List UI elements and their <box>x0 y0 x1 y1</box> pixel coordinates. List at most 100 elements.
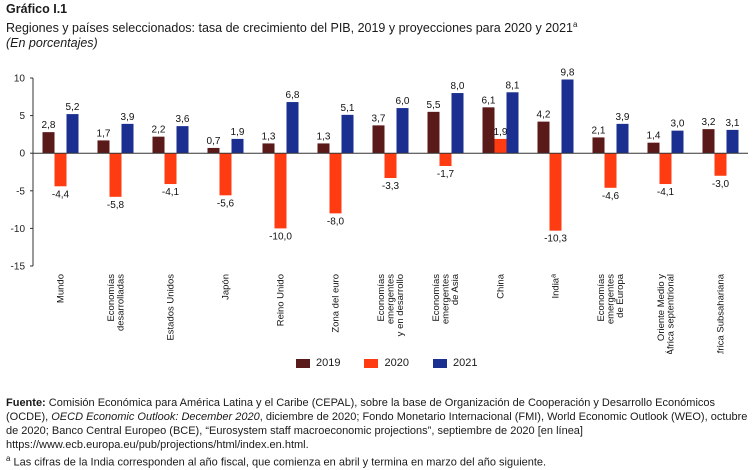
data-label: 5,1 <box>341 103 355 114</box>
chart-header: Gráfico I.1 Regiones y países selecciona… <box>6 2 577 51</box>
data-label: -3,3 <box>382 181 400 192</box>
data-label: 1,9 <box>494 127 508 138</box>
data-label: -3,0 <box>712 179 730 190</box>
x-tick-label: Japón <box>221 274 232 300</box>
x-tick-label-line: Estados Unidos <box>166 274 177 341</box>
x-tick-label-line: de Europa <box>615 273 626 318</box>
bar-2020 <box>274 153 287 229</box>
bar-2019 <box>207 147 220 154</box>
data-label: 3,7 <box>372 113 386 124</box>
bar-2019 <box>152 136 165 154</box>
x-tick-label-sup: a <box>551 274 558 278</box>
chart-footer: Fuente: Comisión Económica para América … <box>6 396 751 470</box>
bar-2020 <box>109 153 122 197</box>
bar-2019 <box>317 143 330 154</box>
data-label: -10,0 <box>269 231 292 242</box>
x-tick-label-line: emergentes <box>386 274 397 324</box>
x-tick-label-line: Zona del euro <box>331 274 342 333</box>
india-note-text: Las cifras de la India corresponden al a… <box>13 456 547 469</box>
data-label: -4,4 <box>52 189 70 200</box>
x-tick-label: Zona del euro <box>331 274 342 333</box>
bar-2021 <box>506 92 519 154</box>
y-tick-label: 0 <box>19 149 25 160</box>
x-tick-label-line: África septentrional <box>665 274 676 354</box>
chart-title-sup: a <box>573 20 578 29</box>
bar-2021 <box>451 93 464 154</box>
x-tick-label-line: emergentes <box>441 274 452 324</box>
legend-label-2021: 2021 <box>452 357 478 369</box>
chart-title-text: Regiones y países seleccionados: tasa de… <box>6 21 574 36</box>
source-note: Fuente: Comisión Económica para América … <box>6 396 751 452</box>
x-tick-label-line: emergentes <box>606 274 617 324</box>
data-label: 3,0 <box>671 119 685 130</box>
y-tick-label: -5 <box>16 186 25 197</box>
x-tick-label-line: y en desarrollo <box>395 274 406 336</box>
data-label: -4,1 <box>162 187 180 198</box>
bar-2020 <box>494 138 507 154</box>
bar-2021 <box>341 114 354 154</box>
data-label: -4,6 <box>602 191 620 202</box>
data-label: 1,3 <box>262 131 276 142</box>
data-label: 4,2 <box>537 110 551 121</box>
bar-2019 <box>482 107 495 154</box>
data-label: 5,5 <box>427 100 441 111</box>
bar-2019 <box>592 137 605 154</box>
bar-2020 <box>384 153 397 179</box>
bar-2020 <box>549 153 562 231</box>
bar-2020 <box>54 153 67 187</box>
data-label: 8,0 <box>451 81 465 92</box>
y-tick-label: -15 <box>11 262 26 273</box>
legend-item-2020: 2020 <box>364 357 409 369</box>
x-tick-label-line: Oriente Medio y <box>656 274 667 341</box>
data-label: 3,9 <box>616 112 630 123</box>
bar-2019 <box>97 140 110 154</box>
y-tick-label: 10 <box>14 74 26 85</box>
data-label: 6,8 <box>286 90 300 101</box>
bar-2020 <box>219 153 232 196</box>
data-label: 2,2 <box>152 125 166 136</box>
data-label: 1,9 <box>231 127 245 138</box>
bar-2021 <box>176 126 189 154</box>
india-note: a Las cifras de la India corresponden al… <box>6 452 751 470</box>
legend-label-2020: 2020 <box>384 357 409 369</box>
bar-2019 <box>537 121 550 154</box>
source-text-1: Comisión Económica para América Latina y… <box>6 397 716 423</box>
data-label: -4,1 <box>657 187 675 198</box>
bar-2019 <box>647 142 660 154</box>
x-tick-label: Indiaa <box>551 274 562 299</box>
bar-2021 <box>671 130 684 154</box>
x-tick-label-line: Economías <box>596 274 607 322</box>
legend-item-2019: 2019 <box>296 357 340 369</box>
bar-2021 <box>231 138 244 154</box>
x-tick-label-line: África Subsahariana <box>716 273 727 354</box>
data-label: 8,1 <box>506 80 520 91</box>
bar-2021 <box>616 123 629 154</box>
data-label: -10,3 <box>544 234 567 245</box>
data-label: 1,3 <box>317 131 331 142</box>
x-tick-label: Estados Unidos <box>166 274 177 341</box>
x-tick-label-line: Reino Unido <box>276 274 287 326</box>
chart-subtitle: (En porcentajes) <box>6 36 98 51</box>
x-tick-label: China <box>496 273 507 299</box>
x-tick-label-line: Economías <box>376 274 387 322</box>
legend-swatch-2019 <box>296 358 310 368</box>
bar-chart: 10 5 0 -5 -10 -15 2,8 -4,4 5,2 Mundo 1,7 -5,8 3,9 Eco… <box>11 68 748 354</box>
bar-2020 <box>329 153 342 214</box>
data-label: 3,9 <box>121 112 135 123</box>
x-tick-label-line: de Asia <box>450 273 461 305</box>
data-label: 1,7 <box>97 128 111 139</box>
data-label: 5,2 <box>66 102 80 113</box>
bar-2019 <box>42 132 55 154</box>
data-label: 3,6 <box>176 114 190 125</box>
source-text-2: , diciembre de 2020; Fondo Monetario Int… <box>6 411 748 451</box>
data-label: 9,8 <box>561 68 575 79</box>
data-label: -8,0 <box>327 216 345 227</box>
bar-2019 <box>427 111 440 154</box>
data-label: 6,1 <box>482 95 496 106</box>
x-tick-label-line: Economías <box>431 274 442 322</box>
y-tick-label: -10 <box>11 224 26 235</box>
x-tick-label-line: Economías <box>106 274 117 322</box>
data-label: 0,7 <box>207 136 221 147</box>
